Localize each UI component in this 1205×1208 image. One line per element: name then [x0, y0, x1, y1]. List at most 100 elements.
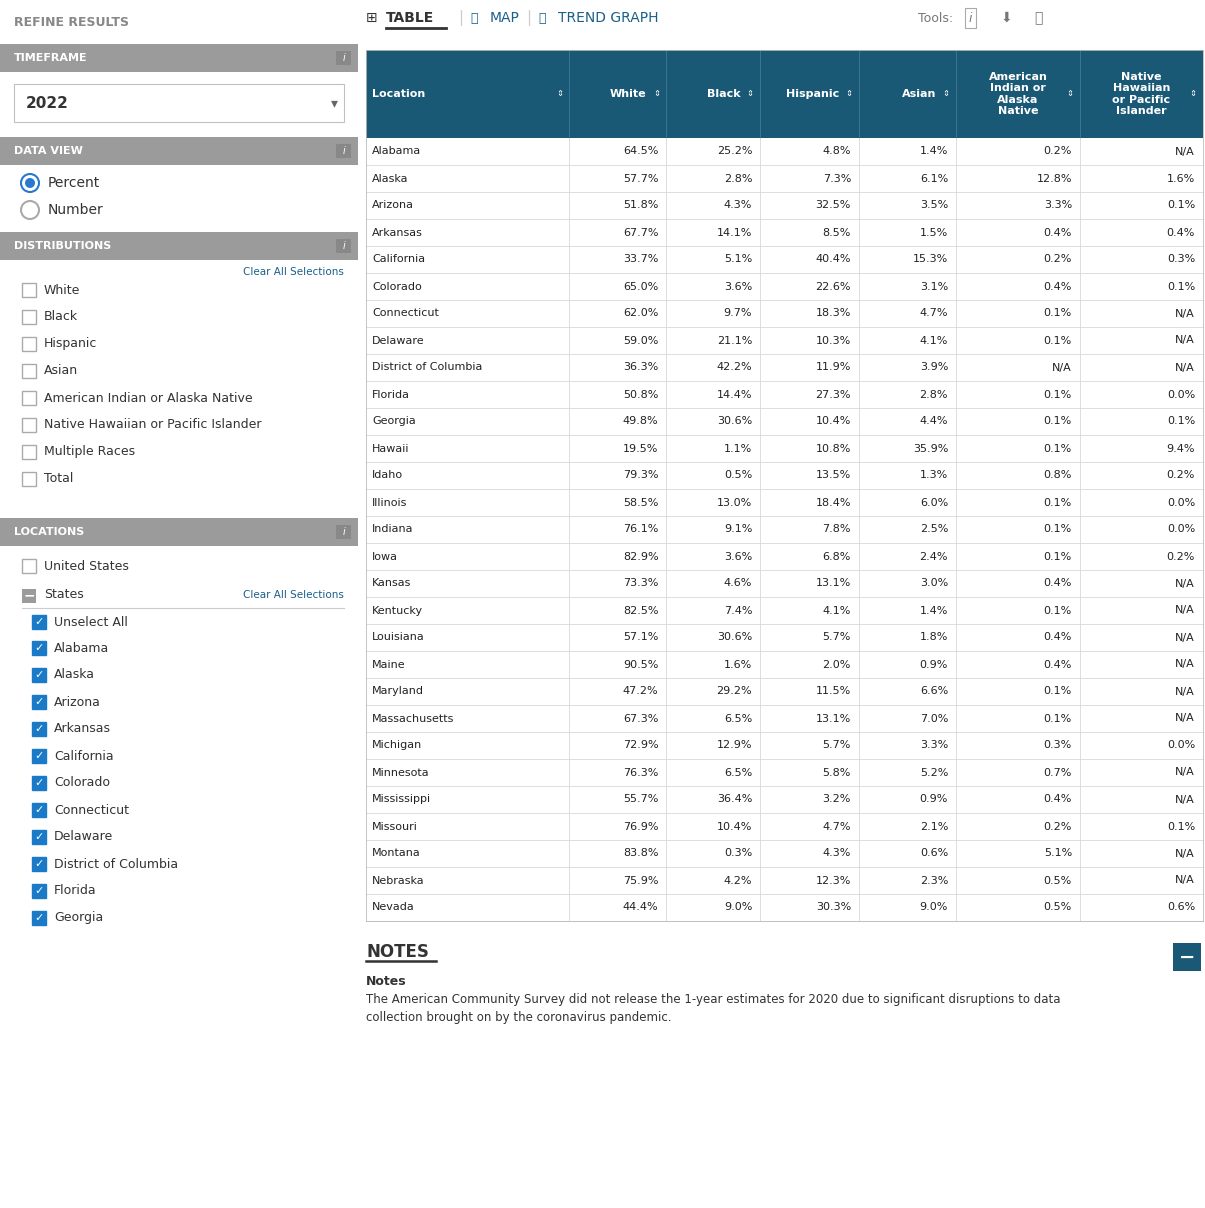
Text: N/A: N/A: [1175, 308, 1195, 319]
Text: DISTRIBUTIONS: DISTRIBUTIONS: [14, 242, 111, 251]
Text: 4.1%: 4.1%: [919, 336, 948, 345]
Text: Illinois: Illinois: [372, 498, 407, 507]
Text: 47.2%: 47.2%: [623, 686, 658, 697]
Text: 13.0%: 13.0%: [717, 498, 752, 507]
Text: 3.6%: 3.6%: [724, 281, 752, 291]
Bar: [336, 51, 351, 65]
Text: Alabama: Alabama: [372, 146, 422, 157]
Text: 6.1%: 6.1%: [919, 174, 948, 184]
Text: Alabama: Alabama: [54, 641, 110, 655]
Text: 73.3%: 73.3%: [623, 579, 658, 588]
Text: N/A: N/A: [1175, 686, 1195, 697]
Text: District of Columbia: District of Columbia: [372, 362, 482, 372]
Text: 12.8%: 12.8%: [1036, 174, 1072, 184]
Text: 2.8%: 2.8%: [724, 174, 752, 184]
Text: i: i: [342, 527, 346, 538]
FancyBboxPatch shape: [22, 445, 36, 459]
Text: 1.5%: 1.5%: [919, 227, 948, 238]
Text: 14.1%: 14.1%: [717, 227, 752, 238]
Text: Native Hawaiian or Pacific Islander: Native Hawaiian or Pacific Islander: [45, 418, 261, 431]
Text: 6.5%: 6.5%: [724, 714, 752, 724]
Text: 2.8%: 2.8%: [919, 389, 948, 400]
Text: 82.5%: 82.5%: [623, 605, 658, 616]
Text: 11.5%: 11.5%: [816, 686, 851, 697]
Text: ✓: ✓: [34, 885, 43, 896]
Text: 0.5%: 0.5%: [1044, 902, 1072, 912]
Text: 5.1%: 5.1%: [1044, 848, 1072, 859]
FancyBboxPatch shape: [33, 615, 46, 629]
Text: TREND GRAPH: TREND GRAPH: [558, 11, 658, 25]
Text: Kansas: Kansas: [372, 579, 411, 588]
Text: 0.1%: 0.1%: [1044, 417, 1072, 426]
Text: 0.1%: 0.1%: [1044, 336, 1072, 345]
Text: 64.5%: 64.5%: [623, 146, 658, 157]
Text: N/A: N/A: [1175, 146, 1195, 157]
Text: Florida: Florida: [372, 389, 410, 400]
Text: 4.7%: 4.7%: [919, 308, 948, 319]
Text: 76.9%: 76.9%: [623, 821, 658, 831]
Text: 2.5%: 2.5%: [919, 524, 948, 534]
Text: ⇕: ⇕: [556, 89, 563, 99]
Text: TIMEFRAME: TIMEFRAME: [14, 53, 88, 63]
Text: ✓: ✓: [34, 859, 43, 869]
Bar: [336, 525, 351, 539]
Text: Arkansas: Arkansas: [372, 227, 423, 238]
Text: District of Columbia: District of Columbia: [54, 858, 178, 871]
Text: 58.5%: 58.5%: [623, 498, 658, 507]
Text: Native
Hawaiian
or Pacific
Islander: Native Hawaiian or Pacific Islander: [1112, 71, 1170, 116]
Text: N/A: N/A: [1175, 579, 1195, 588]
Text: 0.2%: 0.2%: [1044, 255, 1072, 265]
Text: 59.0%: 59.0%: [623, 336, 658, 345]
Text: 76.3%: 76.3%: [623, 767, 658, 778]
Text: 0.5%: 0.5%: [724, 470, 752, 481]
Text: 2022: 2022: [27, 95, 69, 110]
Text: Black: Black: [45, 310, 78, 324]
Text: 57.1%: 57.1%: [623, 633, 658, 643]
Text: 10.4%: 10.4%: [717, 821, 752, 831]
Text: 82.9%: 82.9%: [623, 552, 658, 562]
Text: 44.4%: 44.4%: [623, 902, 658, 912]
Text: 67.7%: 67.7%: [623, 227, 658, 238]
Text: 75.9%: 75.9%: [623, 876, 658, 885]
Text: ✓: ✓: [34, 805, 43, 815]
Text: Idaho: Idaho: [372, 470, 404, 481]
Text: 1.6%: 1.6%: [1166, 174, 1195, 184]
Text: 0.4%: 0.4%: [1044, 579, 1072, 588]
Text: United States: United States: [45, 559, 129, 573]
Text: ✓: ✓: [34, 724, 43, 734]
Text: 49.8%: 49.8%: [623, 417, 658, 426]
Text: Black: Black: [706, 89, 740, 99]
Text: 4.7%: 4.7%: [823, 821, 851, 831]
FancyBboxPatch shape: [33, 749, 46, 763]
Text: 7.3%: 7.3%: [823, 174, 851, 184]
Text: 12.9%: 12.9%: [717, 741, 752, 750]
Text: American
Indian or
Alaska
Native: American Indian or Alaska Native: [988, 71, 1047, 116]
Text: Indiana: Indiana: [372, 524, 413, 534]
Text: 0.9%: 0.9%: [919, 660, 948, 669]
Text: −: −: [23, 588, 35, 602]
Text: White: White: [45, 284, 81, 296]
FancyBboxPatch shape: [33, 695, 46, 709]
Bar: [0, 137, 358, 165]
Text: i: i: [969, 12, 971, 24]
Text: Missouri: Missouri: [372, 821, 418, 831]
Text: Nebraska: Nebraska: [372, 876, 424, 885]
Text: 7.0%: 7.0%: [919, 714, 948, 724]
Text: 0.2%: 0.2%: [1044, 146, 1072, 157]
Text: 0.1%: 0.1%: [1044, 552, 1072, 562]
Text: 1.1%: 1.1%: [724, 443, 752, 453]
Text: 2.4%: 2.4%: [919, 552, 948, 562]
Text: 30.3%: 30.3%: [816, 902, 851, 912]
Text: MAP: MAP: [490, 11, 519, 25]
Text: N/A: N/A: [1175, 336, 1195, 345]
Text: 0.3%: 0.3%: [1166, 255, 1195, 265]
FancyBboxPatch shape: [33, 884, 46, 898]
Text: N/A: N/A: [1175, 848, 1195, 859]
Text: 0.5%: 0.5%: [1044, 876, 1072, 885]
Text: 0.0%: 0.0%: [1166, 389, 1195, 400]
Bar: [0, 232, 358, 260]
Bar: [1172, 943, 1201, 971]
Text: Percent: Percent: [48, 176, 100, 190]
Text: Colorado: Colorado: [54, 777, 110, 790]
Text: ⇕: ⇕: [846, 89, 852, 99]
